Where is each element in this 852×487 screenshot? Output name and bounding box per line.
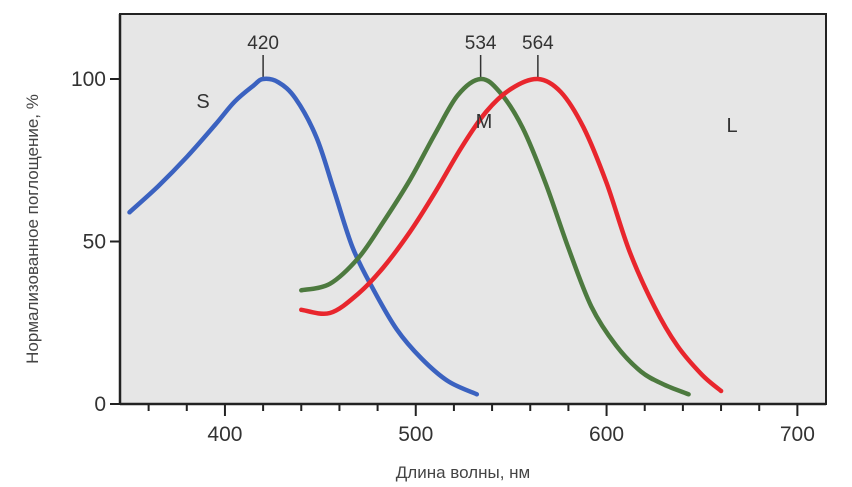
y-tick-label: 50	[83, 231, 106, 254]
x-tick-label: 700	[780, 423, 815, 446]
peak-label-M: 534	[465, 33, 497, 54]
x-axis-title: Длина волны, нм	[396, 463, 530, 482]
series-lines	[127, 76, 724, 397]
y-tick-label: 100	[71, 68, 106, 91]
peak-label-S: 420	[247, 33, 279, 54]
series-line-L	[299, 76, 724, 394]
x-tick-label: 400	[207, 423, 242, 446]
series-labels: S M L	[196, 91, 737, 137]
series-label-S: S	[196, 91, 209, 113]
peak-label-L: 564	[522, 33, 554, 54]
series-label-M: M	[476, 111, 493, 133]
x-tick-label: 600	[589, 423, 624, 446]
series-line-M	[299, 76, 691, 397]
y-tick-label: 0	[94, 393, 106, 416]
series-label-L: L	[726, 115, 737, 137]
axes: 400 500 600 700 0 50 100	[71, 14, 826, 446]
peak-markers: 420 534 564	[247, 33, 554, 77]
x-tick-label: 500	[398, 423, 433, 446]
series-line-S	[127, 76, 480, 397]
plot-area	[119, 13, 827, 405]
y-axis-title: Нормализованное поглощение, %	[23, 94, 42, 364]
